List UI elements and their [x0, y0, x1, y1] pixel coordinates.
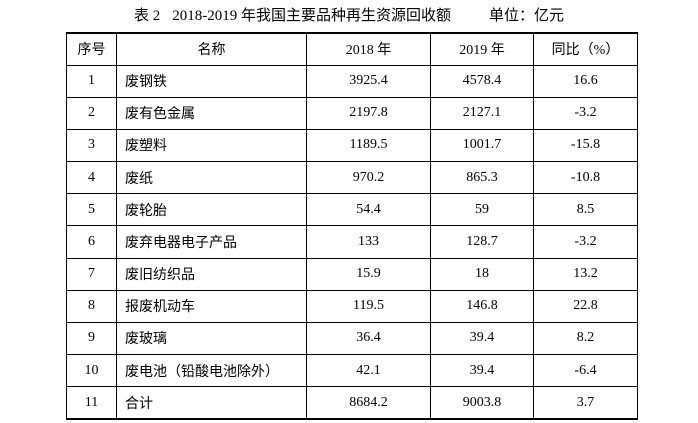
table-title: 2018-2019 年我国主要品种再生资源回收额 — [172, 8, 451, 24]
row-index-cell: 3 — [66, 128, 117, 163]
value-2019-cell: 18 — [430, 257, 534, 291]
name-cell: 废塑料 — [116, 128, 307, 163]
value-2019-cell: 9003.8 — [430, 386, 534, 420]
row-index-cell: 6 — [66, 225, 117, 259]
value-2018-cell: 36.4 — [306, 321, 431, 356]
table-row: 8 报废机动车 119.5 146.8 22.8 — [66, 289, 638, 323]
name-cell: 废有色金属 — [116, 96, 307, 130]
table-caption: 表 2 2018-2019 年我国主要品种再生资源回收额 单位：亿元 — [0, 5, 698, 27]
name-cell: 废电池（铅酸电池除外） — [116, 354, 307, 388]
value-2018-cell: 3925.4 — [306, 64, 431, 98]
value-2018-cell: 15.9 — [306, 257, 431, 291]
row-index-cell: 7 — [66, 257, 117, 291]
row-index-cell: 11 — [66, 386, 117, 420]
yoy-cell: 8.2 — [533, 321, 638, 356]
table-body: 1 废钢铁 3925.4 4578.4 16.6 2 废有色金属 2197.8 2127.1 -3… — [66, 64, 638, 420]
header-yoy: 同比（%） — [533, 32, 638, 66]
value-2019-cell: 146.8 — [430, 289, 534, 323]
name-cell: 废旧纺织品 — [116, 257, 307, 291]
table-row: 11 合计 8684.2 9003.8 3.7 — [66, 386, 638, 420]
value-2019-cell: 4578.4 — [430, 64, 534, 98]
name-cell: 废轮胎 — [116, 193, 307, 227]
yoy-cell: 3.7 — [533, 386, 638, 420]
name-cell: 废玻璃 — [116, 321, 307, 356]
unit-label: 单位：亿元 — [489, 8, 565, 24]
table-row: 9 废玻璃 36.4 39.4 8.2 — [66, 321, 638, 356]
header-row: 序号 名称 2018 年 2019 年 同比（%） — [66, 32, 638, 66]
table-number-label: 表 2 — [133, 8, 161, 24]
table-row: 4 废纸 970.2 865.3 -10.8 — [66, 161, 638, 195]
name-cell: 废钢铁 — [116, 64, 307, 98]
value-2018-cell: 970.2 — [306, 161, 431, 195]
row-index-cell: 1 — [66, 64, 117, 98]
table-row: 6 废弃电器电子产品 133 128.7 -3.2 — [66, 225, 638, 259]
value-2018-cell: 119.5 — [306, 289, 431, 323]
value-2019-cell: 39.4 — [430, 354, 534, 388]
table-row: 5 废轮胎 54.4 59 8.5 — [66, 193, 638, 227]
value-2019-cell: 1001.7 — [430, 128, 534, 163]
yoy-cell: -15.8 — [533, 128, 638, 163]
table-row: 3 废塑料 1189.5 1001.7 -15.8 — [66, 128, 638, 163]
header-name: 名称 — [116, 32, 307, 66]
yoy-cell: -6.4 — [533, 354, 638, 388]
table-row: 10 废电池（铅酸电池除外） 42.1 39.4 -6.4 — [66, 354, 638, 388]
value-2018-cell: 8684.2 — [306, 386, 431, 420]
header-index: 序号 — [66, 32, 117, 66]
yoy-cell: 13.2 — [533, 257, 638, 291]
yoy-cell: -3.2 — [533, 225, 638, 259]
row-index-cell: 8 — [66, 289, 117, 323]
yoy-cell: -10.8 — [533, 161, 638, 195]
value-2019-cell: 59 — [430, 193, 534, 227]
value-2019-cell: 39.4 — [430, 321, 534, 356]
value-2019-cell: 2127.1 — [430, 96, 534, 130]
row-index-cell: 10 — [66, 354, 117, 388]
name-cell: 合计 — [116, 386, 307, 420]
value-2019-cell: 865.3 — [430, 161, 534, 195]
yoy-cell: 22.8 — [533, 289, 638, 323]
header-year-2018: 2018 年 — [306, 32, 431, 66]
value-2018-cell: 1189.5 — [306, 128, 431, 163]
name-cell: 废纸 — [116, 161, 307, 195]
header-year-2019: 2019 年 — [430, 32, 534, 66]
name-cell: 报废机动车 — [116, 289, 307, 323]
yoy-cell: 16.6 — [533, 64, 638, 98]
table-row: 2 废有色金属 2197.8 2127.1 -3.2 — [66, 96, 638, 130]
table-row: 7 废旧纺织品 15.9 18 13.2 — [66, 257, 638, 291]
recycling-table: 序号 名称 2018 年 2019 年 同比（%） 1 废钢铁 3925.4 4578… — [66, 32, 638, 420]
row-index-cell: 4 — [66, 161, 117, 195]
row-index-cell: 9 — [66, 321, 117, 356]
row-index-cell: 2 — [66, 96, 117, 130]
value-2018-cell: 2197.8 — [306, 96, 431, 130]
value-2018-cell: 133 — [306, 225, 431, 259]
yoy-cell: 8.5 — [533, 193, 638, 227]
yoy-cell: -3.2 — [533, 96, 638, 130]
name-cell: 废弃电器电子产品 — [116, 225, 307, 259]
row-index-cell: 5 — [66, 193, 117, 227]
value-2018-cell: 54.4 — [306, 193, 431, 227]
table-row: 1 废钢铁 3925.4 4578.4 16.6 — [66, 64, 638, 98]
value-2018-cell: 42.1 — [306, 354, 431, 388]
value-2019-cell: 128.7 — [430, 225, 534, 259]
